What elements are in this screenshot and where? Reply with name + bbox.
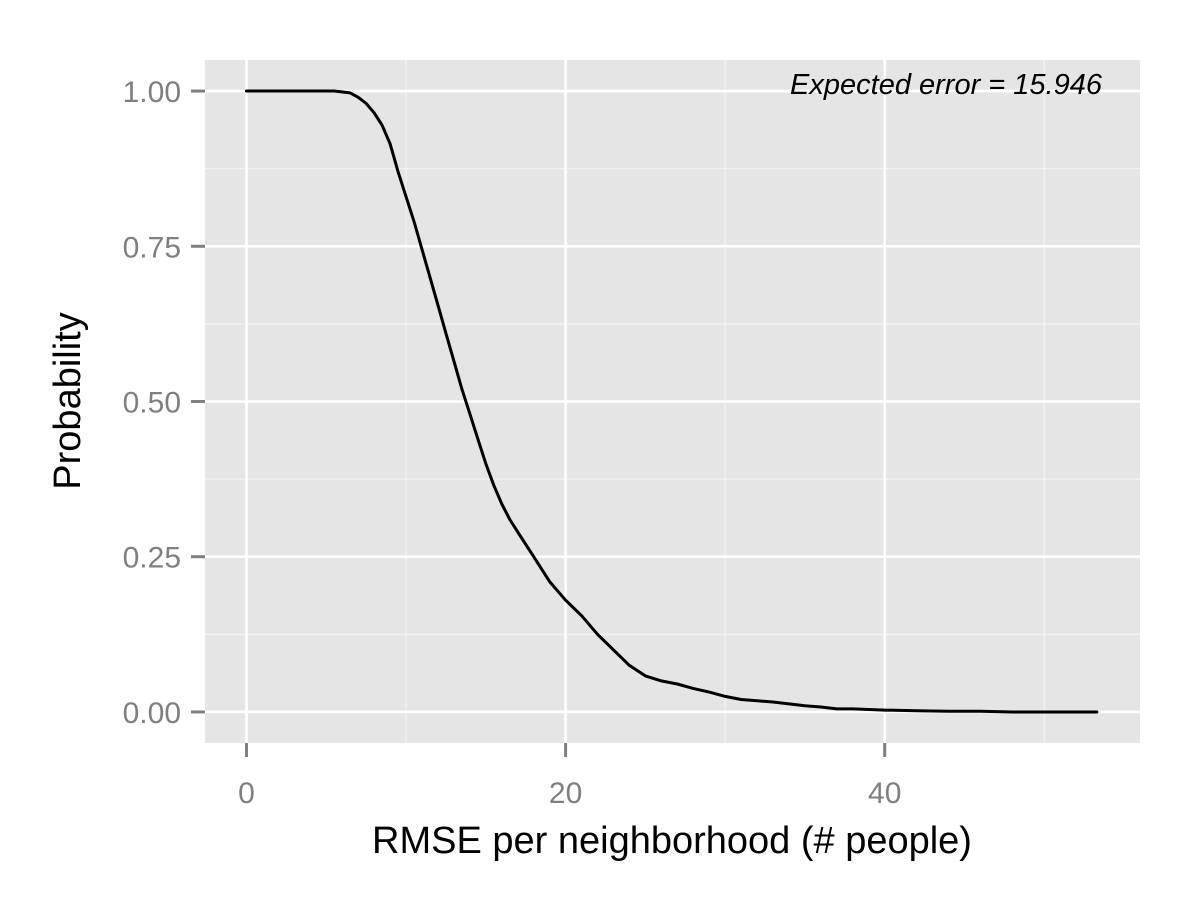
x-tick-label: 40	[868, 777, 901, 810]
y-tick-label: 0.75	[123, 231, 181, 264]
y-axis: 0.00 0.25 0.50 0.75 1.00	[123, 76, 205, 730]
x-axis: 0 20 40	[238, 743, 901, 810]
y-tick-label: 0.25	[123, 542, 181, 575]
y-tick-label: 0.00	[123, 697, 181, 730]
y-tick-label: 0.50	[123, 387, 181, 420]
ccdf-line	[245, 89, 1099, 714]
x-tick-label: 20	[549, 777, 582, 810]
series-layer	[245, 89, 1099, 714]
y-axis-title: Probability	[47, 312, 89, 489]
x-axis-title: RMSE per neighborhood (# people)	[372, 820, 972, 862]
x-tick-label: 0	[238, 777, 255, 810]
y-tick-label: 1.00	[123, 76, 181, 109]
expected-error-annotation: Expected error = 15.946	[790, 69, 1103, 101]
